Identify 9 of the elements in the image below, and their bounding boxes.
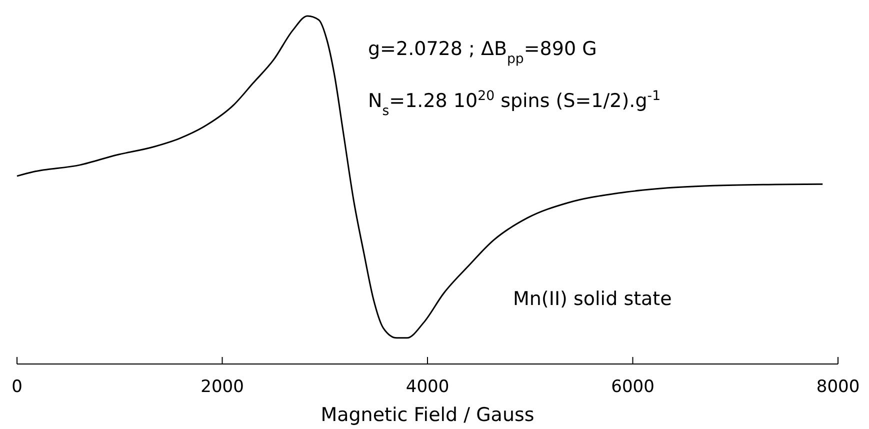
x-tick-label: 8000: [816, 377, 860, 398]
x-tick-label: 4000: [406, 377, 450, 398]
x-axis-title: Magnetic Field / Gauss: [320, 404, 534, 426]
x-tick-label: 6000: [611, 377, 654, 398]
annotation: N$_{s}$=1.28 10$^{20}$ spins (S=1/2).g$^{-1}$: [368, 88, 661, 118]
x-tick-label: 0: [12, 377, 22, 398]
x-tick-label: 2000: [200, 377, 244, 398]
annotation: Mn(II) solid state: [513, 288, 672, 310]
annotation: g=2.0728 ; ΔB$_{pp}$=890 G: [368, 38, 597, 66]
